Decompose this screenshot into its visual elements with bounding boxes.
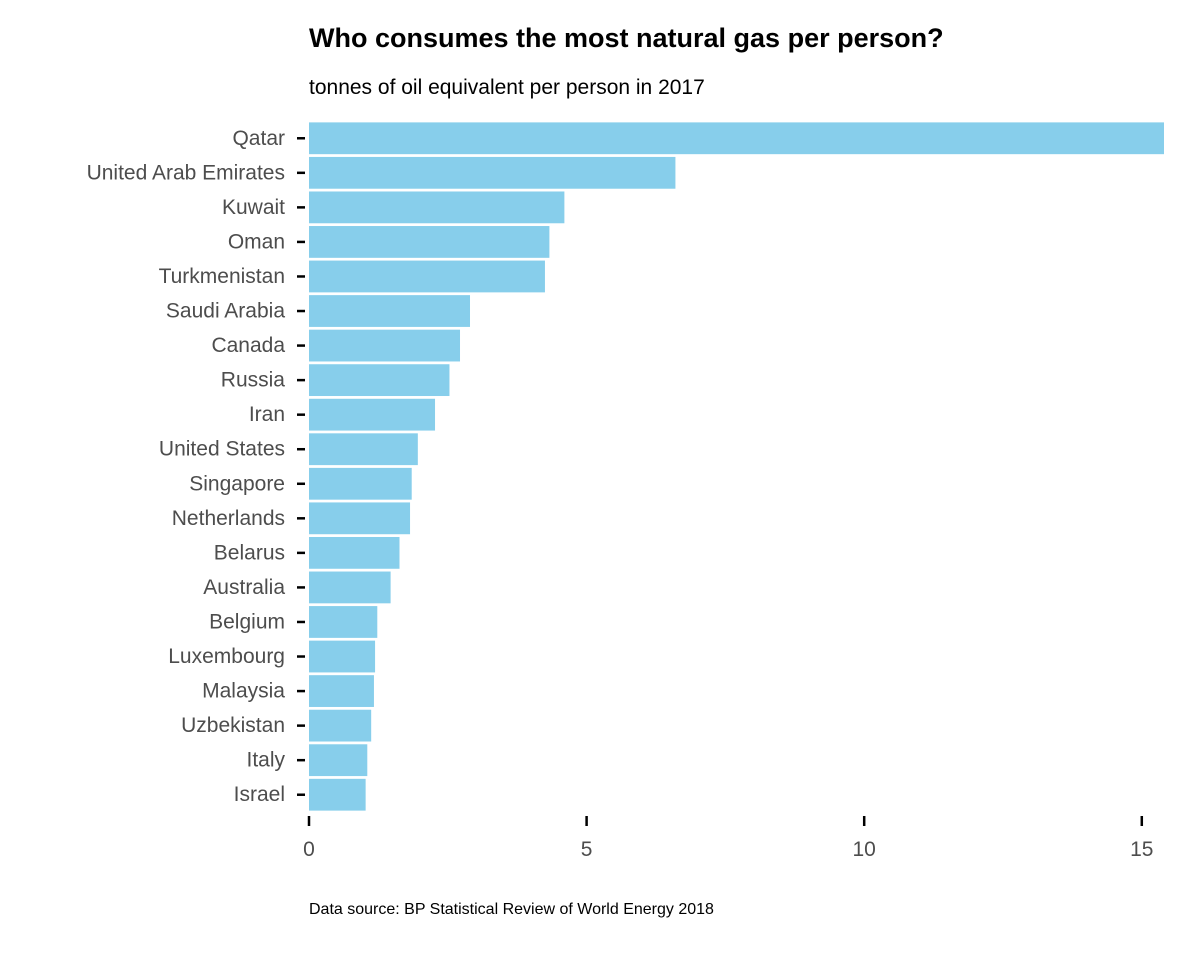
y-tick-label-luxembourg: Luxembourg [168,645,285,668]
bar-turkmenistan [309,260,545,293]
y-tick-label-belgium: Belgium [209,610,285,633]
bar-russia [309,364,450,397]
chart-subtitle: tonnes of oil equivalent per person in 2… [309,76,705,99]
y-tick-label-australia: Australia [203,576,285,599]
y-tick-label-israel: Israel [234,783,285,806]
bar-australia [309,571,391,604]
x-tick-label-10: 10 [853,838,876,861]
y-tick-label-malaysia: Malaysia [202,680,285,703]
bar-israel [309,778,366,811]
y-tick-label-singapore: Singapore [189,472,285,495]
y-tick-label-russia: Russia [221,369,286,392]
x-tick-label-0: 0 [303,838,315,861]
bar-qatar [309,122,1164,155]
y-tick-label-united-arab-emirates: United Arab Emirates [87,161,285,184]
y-tick-label-italy: Italy [246,749,285,772]
chart-title: Who consumes the most natural gas per pe… [309,23,944,53]
bar-united-states [309,433,418,466]
y-tick-label-netherlands: Netherlands [172,507,285,530]
y-tick-label-iran: Iran [249,403,285,426]
y-tick-label-canada: Canada [211,334,285,357]
bar-belarus [309,536,400,569]
bar-iran [309,398,436,431]
bar-saudi-arabia [309,295,471,327]
x-tick-label-15: 15 [1130,838,1153,861]
bar-malaysia [309,675,374,707]
y-tick-label-qatar: Qatar [232,127,285,150]
bar-luxembourg [309,640,376,673]
bar-uzbekistan [309,709,372,742]
bar-singapore [309,467,412,500]
x-tick-label-5: 5 [581,838,593,861]
x-axis: 0 5 10 15 [303,816,1153,861]
y-tick-label-united-states: United States [159,438,285,461]
y-tick-label-oman: Oman [228,230,285,253]
y-tick-label-kuwait: Kuwait [222,196,285,219]
bar-belgium [309,606,378,638]
y-tick-label-belarus: Belarus [214,541,285,564]
y-tick-label-turkmenistan: Turkmenistan [159,265,285,288]
bars-group [309,122,1164,811]
chart-caption: Data source: BP Statistical Review of Wo… [309,901,714,918]
bar-oman [309,226,550,258]
y-axis: Qatar United Arab Emirates Kuwait Oman Turkm… [87,127,305,806]
bar-united-arab-emirates [309,156,676,189]
bar-kuwait [309,191,565,224]
bar-italy [309,744,368,777]
y-tick-label-saudi-arabia: Saudi Arabia [166,300,285,323]
bar-canada [309,329,461,362]
y-tick-label-uzbekistan: Uzbekistan [181,714,285,737]
bar-netherlands [309,502,411,535]
